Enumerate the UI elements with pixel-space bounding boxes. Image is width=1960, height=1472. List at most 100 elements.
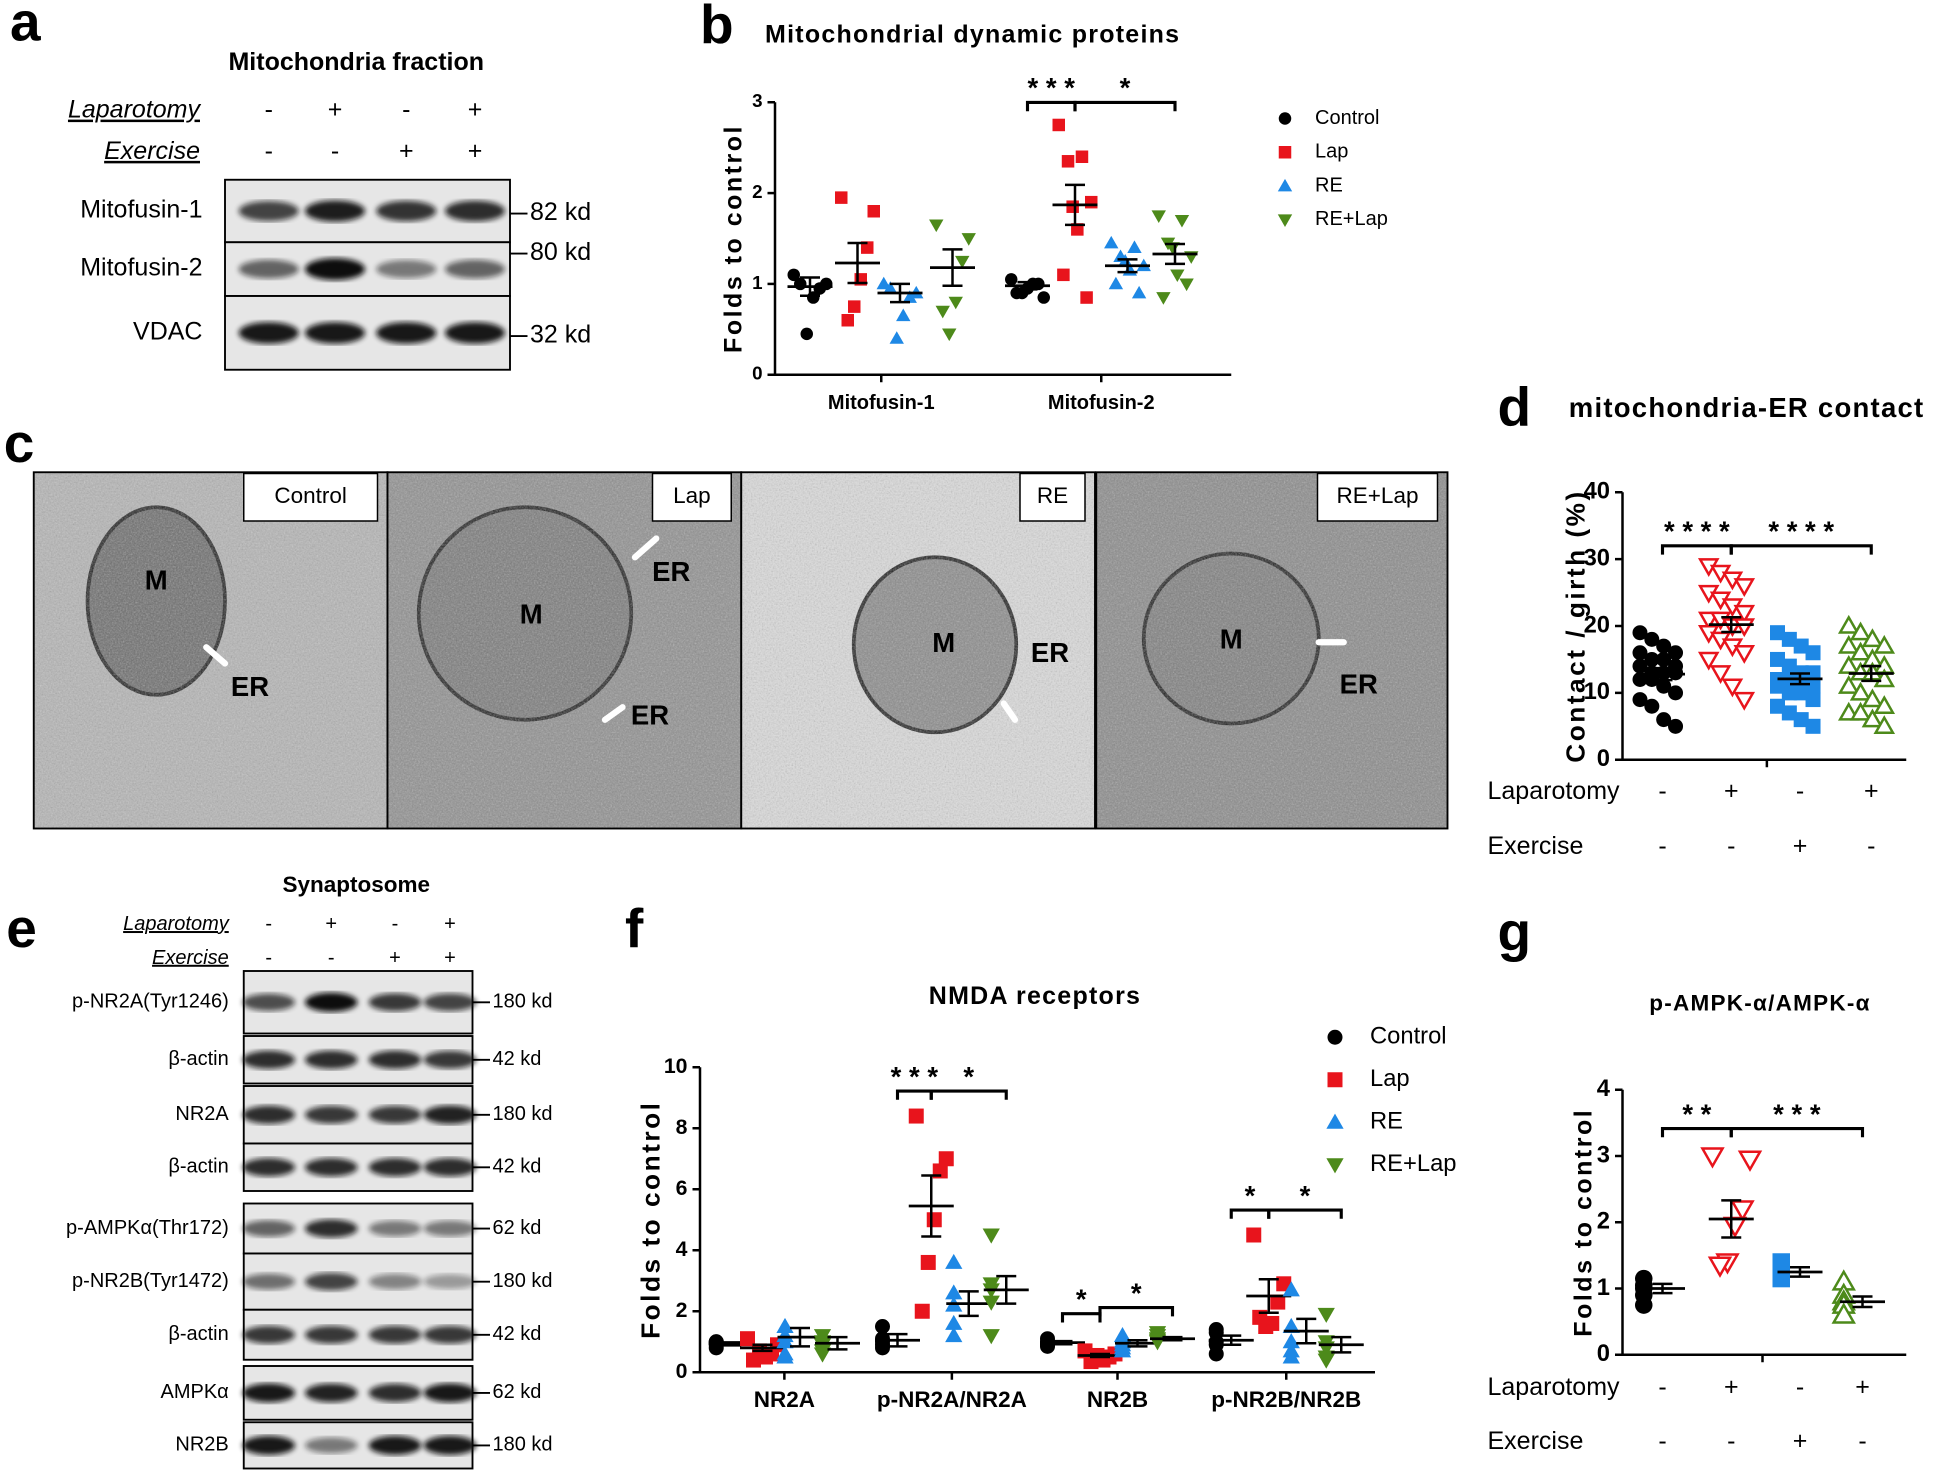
data-point	[1805, 665, 1821, 681]
data-point	[945, 1314, 963, 1330]
blot-band	[376, 200, 437, 222]
data-point	[1668, 685, 1684, 701]
band-size: 32 kd	[530, 321, 591, 349]
panel-letter: f	[625, 897, 644, 959]
data-point	[776, 1348, 794, 1364]
blot-band	[445, 259, 505, 279]
significance-label: *	[1120, 72, 1131, 103]
condition-sign: +	[1855, 1373, 1870, 1401]
significance-bracket	[1729, 544, 1873, 555]
data-point	[1656, 712, 1672, 728]
band-label: NR2A	[175, 1103, 229, 1125]
band-label: VDAC	[133, 317, 202, 345]
data-point	[1108, 276, 1124, 290]
condition-sign: +	[328, 96, 343, 124]
blot-band	[423, 1220, 477, 1237]
condition-sign: -	[1727, 1427, 1735, 1455]
data-point	[1165, 242, 1180, 255]
significance-label: * * * *	[1768, 516, 1834, 547]
data-point	[848, 300, 861, 313]
data-point	[1656, 638, 1672, 654]
data-point	[1668, 718, 1684, 734]
legend-label: RE+Lap	[1370, 1150, 1457, 1177]
band-size: 42 kd	[493, 1156, 542, 1178]
significance-label: *	[1131, 1277, 1142, 1308]
y-tick-label: 0	[1597, 745, 1610, 772]
y-axis-title: Folds to control	[1570, 1108, 1598, 1337]
significance-bracket	[1229, 1208, 1271, 1219]
data-point	[1282, 1317, 1300, 1333]
significance-bracket	[1098, 1306, 1175, 1317]
data-point	[1793, 638, 1809, 654]
data-point	[1849, 641, 1872, 661]
data-point	[1270, 1294, 1286, 1310]
significance-bracket	[929, 1089, 1008, 1100]
x-tick-label: Mitofusin-2	[1048, 392, 1155, 414]
legend-marker	[1277, 178, 1293, 192]
blot-band	[305, 1383, 358, 1403]
blot-band	[368, 1105, 422, 1124]
data-point	[1873, 715, 1896, 735]
blot-band	[423, 1158, 477, 1177]
legend-marker	[1327, 1029, 1343, 1045]
blot-band	[376, 322, 437, 344]
band-size: 180 kd	[493, 1434, 553, 1456]
legend-marker	[1278, 112, 1292, 125]
data-point	[955, 255, 970, 269]
y-tick-label: 2	[752, 181, 762, 202]
panel-letter: g	[1498, 901, 1532, 963]
chart-title: p-AMPK-α/AMPK-α	[1649, 991, 1870, 1016]
data-point	[926, 1212, 942, 1228]
em-label-box	[1019, 472, 1086, 522]
condition-sign: -	[1796, 1373, 1804, 1401]
data-point	[920, 1254, 936, 1270]
y-tick-label: 40	[1584, 478, 1610, 505]
data-point	[1700, 1147, 1725, 1169]
data-point	[1170, 269, 1185, 283]
condition-label: Laparotomy	[1488, 1373, 1621, 1401]
data-point	[1722, 1216, 1748, 1239]
y-tick-label: 10	[664, 1054, 688, 1078]
chart-title: Mitochondrial dynamic proteins	[765, 21, 1180, 49]
x-tick-label: Mitofusin-1	[828, 392, 935, 414]
blot-band	[242, 1220, 295, 1237]
band-label: β-actin	[168, 1323, 228, 1345]
significance-label: * * *	[891, 1061, 939, 1092]
data-point	[875, 1319, 890, 1334]
legend-label: Control	[1315, 107, 1379, 129]
data-point	[1709, 665, 1732, 684]
y-tick-label: 3	[752, 90, 762, 111]
data-point	[1873, 634, 1896, 654]
data-point	[1861, 708, 1884, 728]
data-point	[1317, 1307, 1335, 1323]
blot-band	[368, 1273, 422, 1290]
condition-sign: +	[1724, 1373, 1739, 1401]
legend-label: RE	[1315, 174, 1343, 196]
y-tick-label: 1	[752, 272, 762, 293]
y-tick-label: 0	[752, 363, 762, 384]
data-point	[1668, 645, 1684, 661]
data-point	[1037, 291, 1050, 304]
y-axis-title: Folds to control	[720, 124, 748, 353]
data-point	[841, 314, 854, 327]
band-label: p-AMPKα(Thr172)	[66, 1217, 229, 1239]
condition-sign: -	[1658, 832, 1666, 860]
x-tick-label: p-NR2A/NR2A	[877, 1387, 1027, 1412]
em-annotation: M	[1220, 623, 1243, 654]
em-label: Control	[274, 483, 347, 508]
band-size: 180 kd	[493, 1270, 553, 1292]
blot-band	[368, 1435, 422, 1455]
data-point	[813, 1347, 832, 1363]
y-tick-label: 10	[1584, 678, 1610, 705]
data-point	[1632, 645, 1648, 661]
data-point	[1861, 688, 1884, 708]
significance-bracket	[1729, 1126, 1865, 1138]
em-arrow	[1000, 700, 1019, 723]
blot-band	[305, 1050, 358, 1069]
em-arrow	[601, 704, 626, 723]
data-point	[1733, 691, 1756, 711]
band-label: AMPKα	[161, 1381, 229, 1403]
band-label: NR2B	[175, 1434, 228, 1456]
data-point	[1793, 685, 1809, 701]
